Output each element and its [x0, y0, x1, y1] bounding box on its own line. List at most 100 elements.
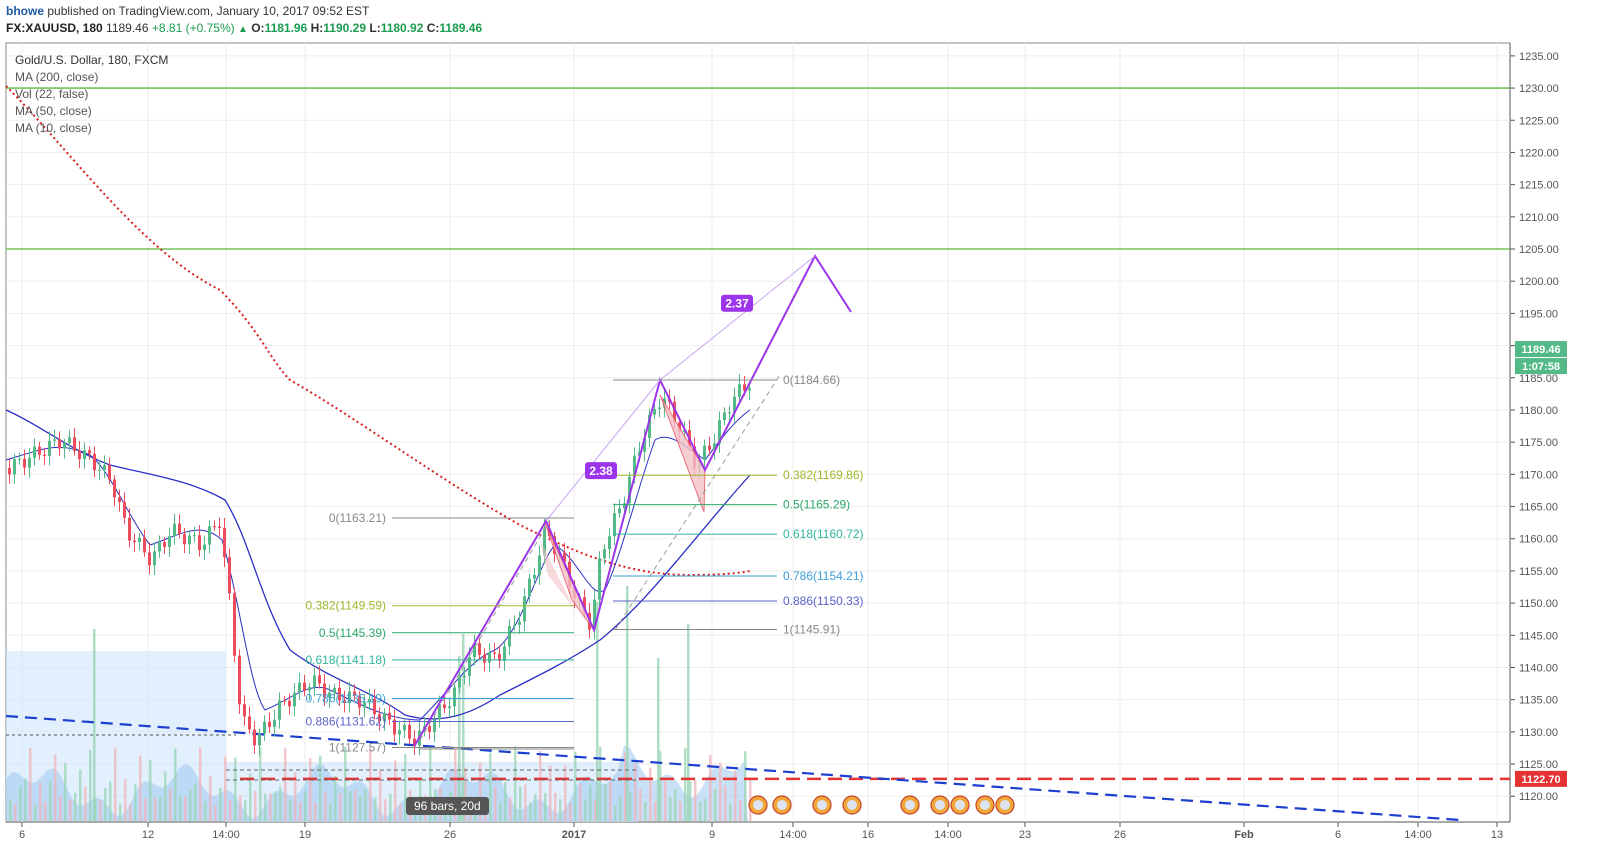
price-tick-label: 1160.00 — [1519, 534, 1558, 546]
candle-body — [473, 643, 476, 658]
candle-body — [198, 535, 201, 551]
volume-bar — [719, 762, 722, 821]
candle-body — [88, 450, 91, 454]
candle-body — [518, 621, 521, 625]
volume-bar — [194, 784, 197, 821]
volume-bar — [64, 762, 67, 821]
fib-left-label: 0.886(1131.62) — [305, 714, 386, 728]
price-tick-label: 1220.00 — [1519, 147, 1559, 159]
time-tick-label: 9 — [709, 829, 715, 841]
price-badge-label: 1189.46 — [1521, 344, 1560, 356]
candle-body — [168, 536, 171, 548]
candle-body — [463, 675, 466, 678]
volume-bar — [99, 800, 102, 821]
volume-bar — [274, 792, 277, 821]
legend-item-ma50[interactable]: MA (50, close) — [15, 104, 92, 118]
price-tick-label: 1120.00 — [1519, 791, 1558, 803]
candle-body — [163, 542, 166, 548]
volume-bar — [244, 799, 247, 821]
abcd-connector — [545, 379, 661, 522]
volume-bar — [44, 801, 47, 821]
candle-body — [138, 537, 141, 543]
volume-bar — [524, 784, 527, 821]
volume-bar — [204, 801, 207, 821]
candle-body — [408, 724, 411, 739]
candle-body — [253, 729, 256, 746]
volume-bar — [674, 788, 677, 821]
economic-event-flag-icon — [777, 800, 787, 810]
time-tick-label: 16 — [862, 829, 874, 841]
volume-bar — [69, 799, 72, 821]
close-value: 1189.46 — [439, 21, 483, 35]
price-tick-label: 1125.00 — [1519, 759, 1558, 771]
candle-body — [153, 551, 156, 566]
author-name[interactable]: bhowe — [6, 4, 44, 18]
candle-body — [368, 698, 371, 703]
candle-body — [288, 700, 291, 707]
volume-bar — [224, 756, 227, 821]
volume-bar — [344, 746, 347, 821]
legend-item-ma10[interactable]: MA (10, close) — [15, 121, 92, 135]
volume-bar — [359, 795, 362, 821]
volume-bar — [404, 753, 407, 821]
ma200-line — [5, 85, 751, 577]
symbol-label: FX:XAUUSD, 180 — [6, 21, 103, 35]
fib-right-label: 0.886(1150.33) — [783, 594, 864, 608]
price-badge-label: 1122.70 — [1521, 774, 1560, 786]
price-tick-label: 1150.00 — [1519, 598, 1558, 610]
volume-bar — [479, 762, 482, 821]
candle-body — [648, 414, 651, 439]
candle-body — [118, 497, 121, 503]
volume-bar — [234, 757, 237, 821]
candle-body — [328, 692, 331, 698]
candle-body — [208, 526, 211, 545]
candle-body — [613, 513, 616, 537]
legend-item-vol[interactable]: Vol (22, false) — [15, 87, 89, 101]
candle-body — [128, 517, 131, 541]
volume-bar — [679, 801, 682, 821]
last-price: 1189.46 — [106, 21, 149, 35]
fib-left-label: 0(1163.21) — [329, 511, 386, 525]
price-tick-label: 1225.00 — [1519, 115, 1559, 127]
candle-body — [533, 574, 536, 579]
candle-body — [158, 542, 161, 552]
volume-bar — [454, 749, 457, 821]
volume-bar — [279, 786, 282, 821]
price-tick-label: 1145.00 — [1519, 630, 1558, 642]
volume-bar — [209, 775, 212, 821]
price-tick-label: 1195.00 — [1519, 308, 1558, 320]
candle-body — [738, 384, 741, 397]
volume-bar — [654, 801, 657, 821]
low-label: L: — [369, 21, 381, 35]
candle-body — [143, 537, 146, 553]
candle-body — [93, 453, 96, 471]
volume-bar — [319, 755, 322, 821]
volume-bar — [744, 751, 747, 821]
price-badge — [1515, 770, 1567, 787]
candle-body — [58, 439, 61, 449]
fib-right-label: 0.382(1169.86) — [783, 468, 864, 482]
candle-body — [583, 597, 586, 613]
low-value: 1180.92 — [380, 21, 424, 35]
candle-body — [513, 624, 516, 627]
published-text: published on TradingView.com, January 10… — [47, 4, 370, 18]
volume-bar — [339, 793, 342, 821]
candle-body — [218, 526, 221, 528]
volume-bar — [724, 785, 727, 821]
legend-item-ma200[interactable]: MA (200, close) — [15, 70, 99, 84]
volume-bar — [294, 772, 297, 821]
candle-body — [353, 691, 356, 696]
volume-bar — [334, 775, 337, 821]
volume-bar — [629, 791, 632, 821]
volume-bar — [614, 805, 617, 821]
price-badge — [1515, 358, 1567, 375]
candle-body — [638, 451, 641, 456]
candle-body — [593, 599, 596, 630]
candle-body — [523, 596, 526, 622]
price-tick-label: 1215.00 — [1519, 180, 1559, 192]
fib-left-label: 0.786(1135.19) — [305, 691, 386, 705]
volume-bar — [139, 755, 142, 821]
economic-event-flag-icon — [980, 800, 990, 810]
pattern-ratio-label: 2.38 — [589, 464, 613, 478]
